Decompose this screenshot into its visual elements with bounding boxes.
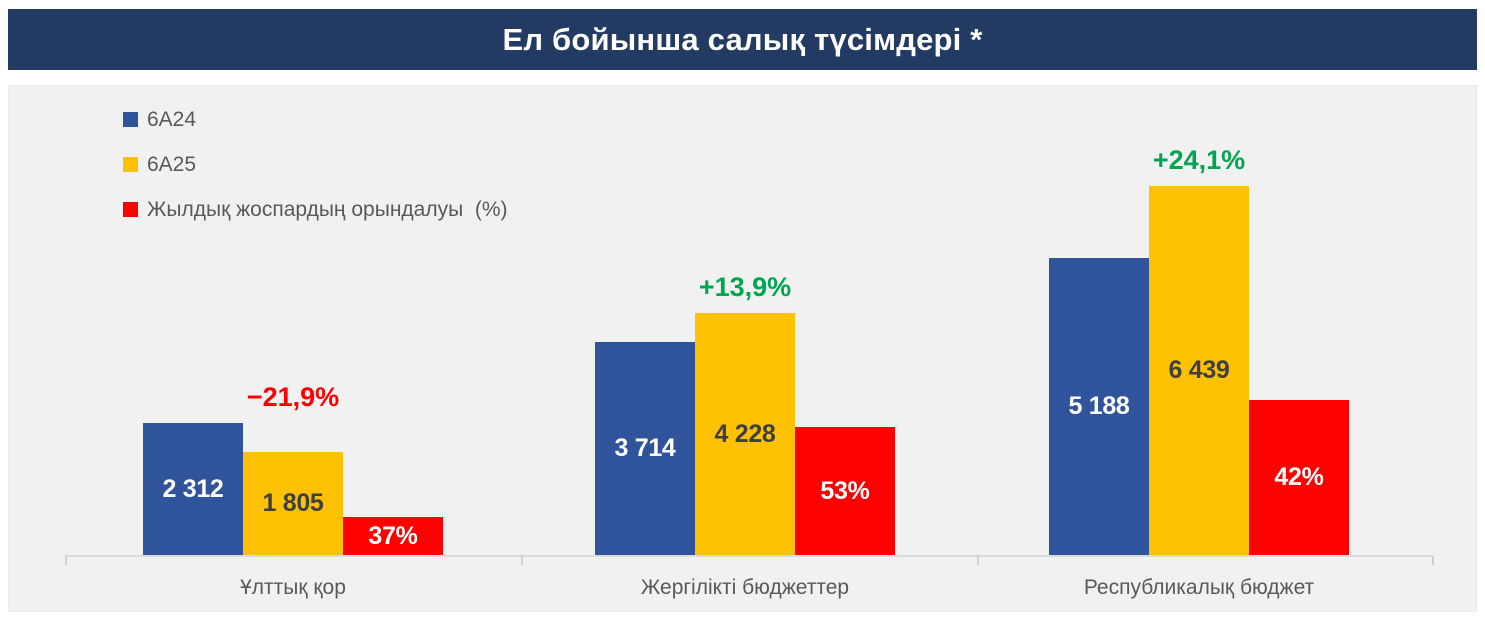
- bar-plan-execution: 53%: [795, 427, 895, 555]
- bar-plan-execution: 42%: [1249, 400, 1349, 555]
- bar-group-1: 2 312 1 805 37% −21,9% Ұлттық қор: [143, 86, 443, 599]
- bar-6a25: 6 439: [1149, 186, 1249, 555]
- legend-label: Жылдық жоспардың орындалуы (%): [147, 197, 508, 221]
- category-label: Республикалық бюджет: [1083, 576, 1315, 599]
- bar-value-label: 53%: [820, 476, 870, 505]
- bar-value-label: 37%: [368, 521, 418, 550]
- bar-6a24: 3 714: [595, 342, 695, 555]
- x-axis-tick: [1432, 556, 1434, 565]
- legend-label: 6А24: [147, 107, 197, 131]
- legend-swatch-icon: [123, 157, 138, 172]
- bar-group-2: 3 714 4 228 53% +13,9% Жергілікті бюджеттер: [595, 86, 895, 599]
- legend-item: 6А25: [123, 153, 508, 176]
- x-axis-line: [65, 555, 1433, 557]
- legend: 6А24 6А25 Жылдық жоспардың орындалуы (%): [123, 108, 508, 247]
- bar-value-label: 6 439: [1168, 356, 1230, 384]
- legend-item: 6А24: [123, 108, 508, 131]
- bar-6a24: 5 188: [1049, 258, 1149, 555]
- legend-label: 6А25: [147, 152, 197, 176]
- bar-value-label: 5 188: [1068, 392, 1130, 420]
- bar-value-label: 4 228: [714, 419, 776, 448]
- bar-6a24: 2 312: [143, 423, 243, 555]
- delta-label: +24,1%: [1152, 145, 1246, 175]
- x-axis-tick: [977, 556, 979, 565]
- bar-plan-execution: 37%: [343, 517, 443, 555]
- chart-title-bar: Ел бойынша салық түсімдері *: [8, 9, 1477, 70]
- x-axis-tick: [521, 556, 523, 565]
- bar-value-label: 2 312: [162, 474, 224, 503]
- chart-panel: 2 312 1 805 37% −21,9% Ұлттық қор 3 714 4 228 5…: [8, 85, 1477, 612]
- legend-swatch-icon: [123, 202, 138, 217]
- delta-label: +13,9%: [698, 272, 792, 302]
- bar-group-3: 5 188 6 439 42% +24,1% Республикалық бюджет: [1049, 86, 1349, 599]
- bar-value-label: 1 805: [262, 489, 324, 517]
- bar-6a25: 4 228: [695, 313, 795, 555]
- category-label: Ұлттық қор: [240, 576, 346, 599]
- plot-area: 2 312 1 805 37% −21,9% Ұлттық қор 3 714 4 228 5…: [9, 86, 1476, 611]
- bar-value-label: 3 714: [614, 434, 676, 462]
- category-label: Жергілікті бюджеттер: [640, 576, 850, 599]
- bar-6a25: 1 805: [243, 452, 343, 555]
- legend-item: Жылдық жоспардың орындалуы (%): [123, 198, 508, 221]
- legend-swatch-icon: [123, 112, 138, 127]
- bar-value-label: 42%: [1274, 463, 1324, 491]
- x-axis-tick: [65, 556, 67, 565]
- chart-title: Ел бойынша салық түсімдері *: [502, 21, 983, 57]
- delta-label: −21,9%: [246, 382, 340, 412]
